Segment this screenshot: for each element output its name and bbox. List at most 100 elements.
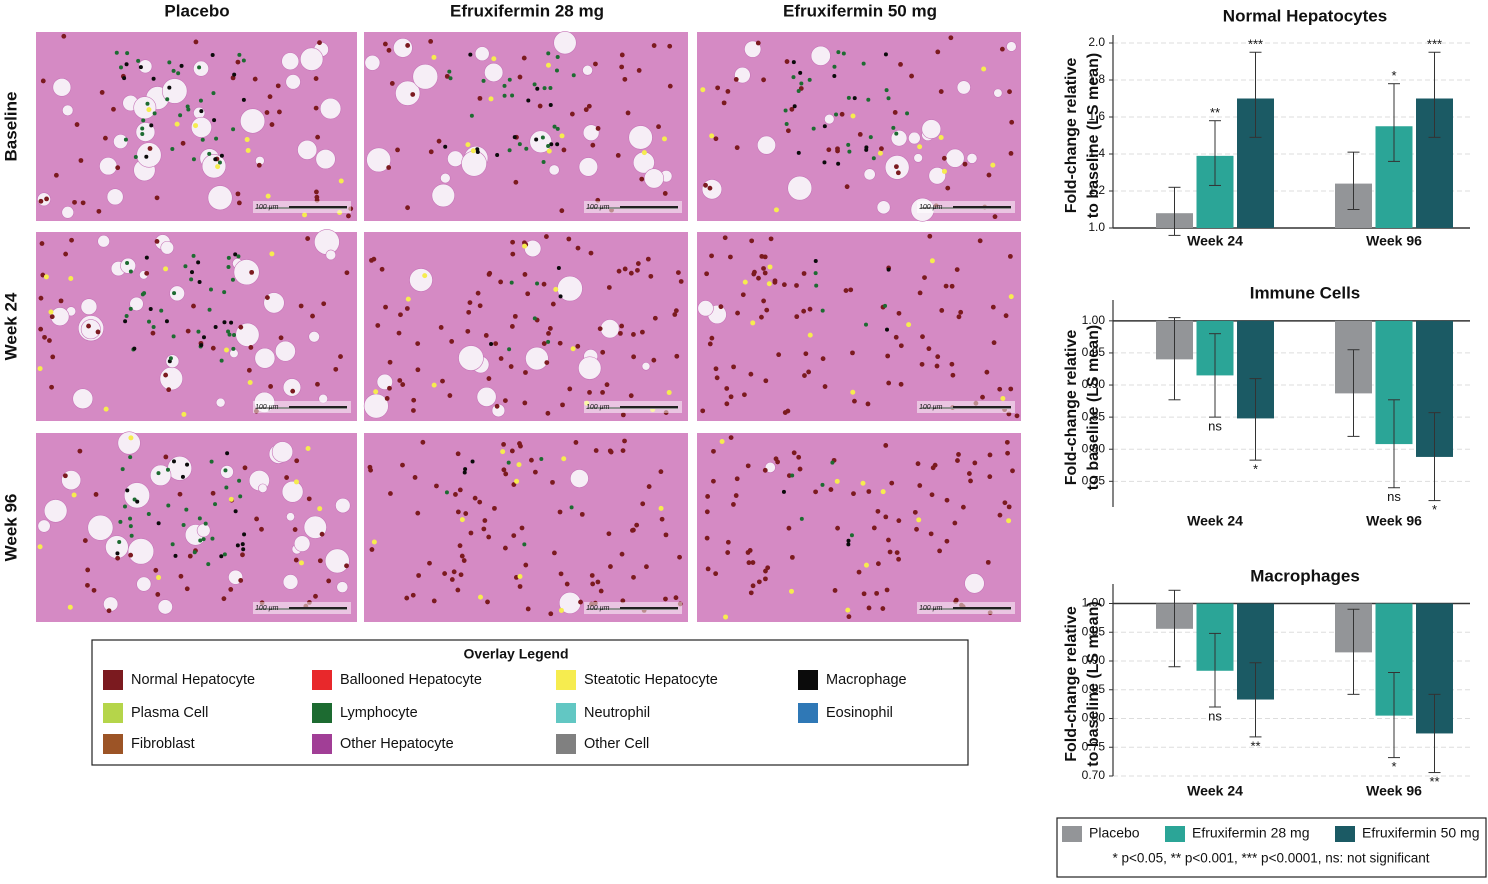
vacuole <box>169 285 185 302</box>
nucleus <box>866 605 872 611</box>
steatotic-cell <box>860 480 866 486</box>
nucleus <box>502 398 508 404</box>
nucleus <box>319 531 325 537</box>
nucleus <box>608 564 613 569</box>
steatotic-cell <box>338 178 344 184</box>
row-label: Week 96 <box>1 494 20 562</box>
immune-cell <box>172 291 177 296</box>
vacuole <box>167 455 193 481</box>
significance-label: *** <box>1427 37 1442 52</box>
nucleus <box>522 400 528 406</box>
steatotic-cell <box>371 539 377 545</box>
histology-image <box>697 433 1021 622</box>
nucleus <box>487 270 493 276</box>
overlay-legend-box <box>91 639 969 766</box>
immune-cell <box>119 65 124 70</box>
legend-label: Efruxifermin 50 mg <box>1362 825 1479 841</box>
nucleus <box>187 553 193 559</box>
nucleus <box>725 550 731 555</box>
column-header: Efruxifermin 28 mg <box>450 1 604 20</box>
nucleus <box>389 81 395 86</box>
vacuole <box>548 164 560 176</box>
vacuole <box>578 356 602 380</box>
nucleus <box>461 558 467 563</box>
chart-title: Macrophages <box>1250 566 1360 585</box>
vacuole <box>99 157 118 176</box>
nucleus <box>950 372 956 378</box>
immune-cell <box>183 264 188 269</box>
nucleus <box>861 591 867 597</box>
steatotic-cell <box>850 389 856 395</box>
nucleus <box>344 563 349 569</box>
immune-cell <box>539 456 544 461</box>
immune-cell <box>569 505 574 510</box>
nucleus <box>438 325 444 330</box>
nucleus <box>411 408 416 413</box>
steatotic-cell <box>559 133 565 139</box>
nucleus <box>851 491 856 497</box>
immune-cell <box>886 267 891 272</box>
nucleus <box>704 535 710 541</box>
nucleus <box>714 375 720 381</box>
immune-cell <box>884 88 889 93</box>
nucleus <box>956 452 961 457</box>
nucleus <box>294 458 300 464</box>
nucleus <box>397 378 403 383</box>
nucleus <box>106 608 112 614</box>
vacuole <box>61 206 75 219</box>
nucleus <box>550 301 556 307</box>
immune-cell <box>231 127 236 132</box>
vacuole <box>117 431 141 455</box>
nucleus <box>468 530 474 536</box>
nucleus <box>566 236 572 242</box>
immune-cell <box>868 135 873 140</box>
steatotic-cell <box>193 123 199 129</box>
immune-cell <box>507 77 512 82</box>
immune-cell <box>791 60 796 65</box>
significance-label: *** <box>1248 37 1263 52</box>
immune-cell <box>189 277 194 282</box>
nucleus <box>707 185 713 191</box>
steatotic-cell <box>1000 396 1006 402</box>
nucleus <box>561 147 567 153</box>
steatotic-cell <box>709 133 715 139</box>
nucleus <box>310 313 315 319</box>
nucleus <box>796 454 802 460</box>
vacuole <box>476 386 497 407</box>
nucleus <box>428 38 434 44</box>
y-tick-label: 1.8 <box>1088 72 1105 86</box>
nucleus <box>922 275 927 281</box>
immune-cell <box>142 291 147 296</box>
nucleus <box>62 473 68 479</box>
nucleus <box>1014 413 1020 419</box>
vacuole <box>643 168 665 189</box>
nucleus <box>747 548 753 553</box>
nucleus <box>619 64 625 70</box>
immune-cell <box>241 547 246 552</box>
immune-cell <box>210 52 215 57</box>
y-axis-title: Fold-change relative <box>1063 330 1080 486</box>
vacuole <box>756 135 776 155</box>
immune-cell <box>219 554 224 559</box>
nucleus <box>934 363 940 369</box>
immune-cell <box>164 319 169 324</box>
immune-cell <box>448 76 453 81</box>
immune-cell <box>132 497 137 502</box>
immune-cell <box>861 61 866 66</box>
legend-label: Plasma Cell <box>131 705 208 721</box>
vacuole <box>764 461 776 473</box>
steatotic-cell <box>156 575 162 581</box>
vacuole <box>52 77 72 97</box>
immune-cell <box>191 157 196 162</box>
nucleus <box>49 384 54 390</box>
nucleus <box>511 533 517 538</box>
immune-cell <box>135 499 140 504</box>
steatotic-cell <box>750 320 756 326</box>
nucleus <box>96 208 102 214</box>
nucleus <box>44 196 49 202</box>
nucleus <box>410 92 416 97</box>
vacuole <box>136 576 152 592</box>
nucleus <box>544 234 549 239</box>
immune-cell <box>799 81 804 86</box>
